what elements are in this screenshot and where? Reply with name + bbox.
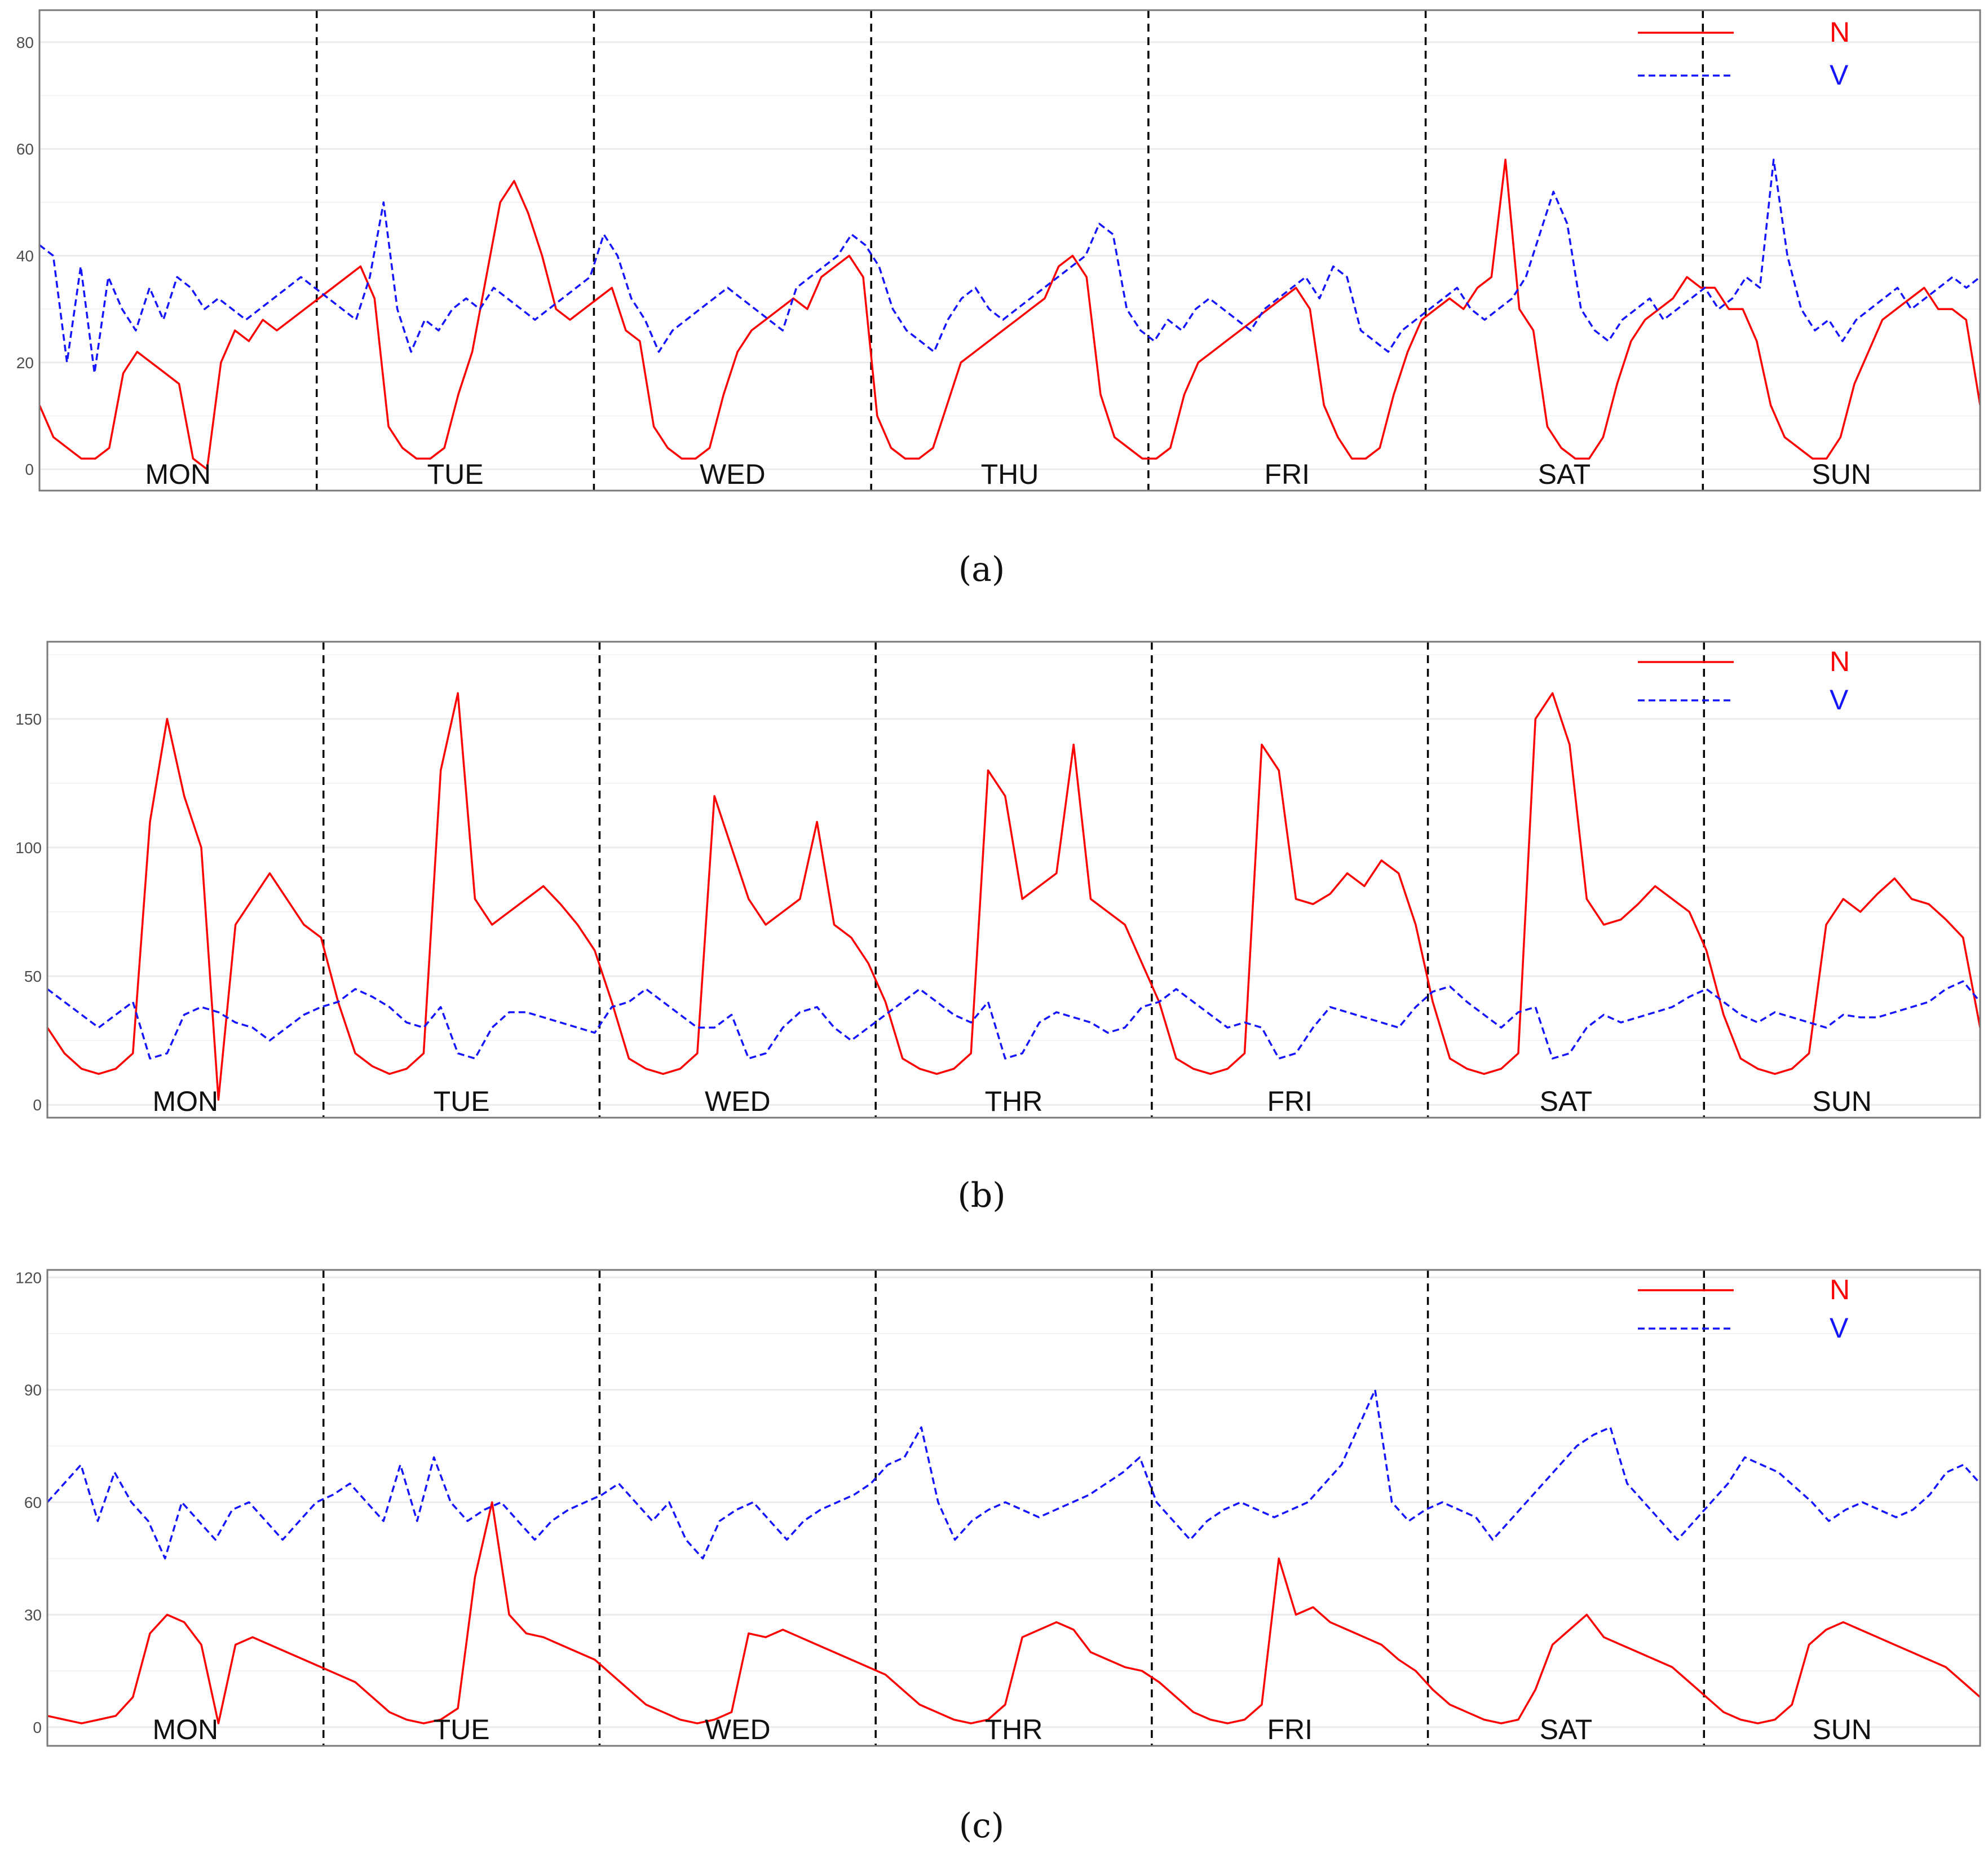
day-label-mon: MON	[153, 1714, 219, 1745]
y-tick-label: 90	[24, 1382, 42, 1399]
panel-a-legend-v-label: V	[1830, 59, 1849, 91]
y-tick-label: 30	[24, 1606, 42, 1623]
day-label-wed: WED	[700, 458, 766, 490]
panel-c-series	[46, 1388, 1981, 1724]
panel-a-y-ticks: 0 20 40 60 80	[16, 34, 34, 478]
panel-b: 0 50 100 150 MON TUE WED THR FRI SAT SUN N V (b)	[15, 641, 1981, 1215]
y-tick-label: 50	[24, 968, 42, 985]
day-label-sun: SUN	[1812, 1086, 1872, 1117]
day-label-tue: TUE	[427, 458, 484, 490]
panel-b-series-v-line	[46, 980, 1981, 1060]
panel-b-legend-v-label: V	[1830, 684, 1849, 716]
day-label-fri: FRI	[1267, 1714, 1313, 1745]
panel-c: 0 30 60 90 120 MON TUE WED THR FRI SAT SUN N V (c)	[15, 1269, 1981, 1846]
panel-b-y-ticks: 0 50 100 150	[15, 711, 42, 1114]
y-tick-label: 20	[16, 354, 34, 372]
panel-a-legend-n-label: N	[1830, 16, 1850, 48]
y-tick-label: 60	[24, 1494, 42, 1511]
panel-c-frame	[46, 1269, 1981, 1747]
panel-c-y-ticks: 0 30 60 90 120	[15, 1269, 42, 1736]
panel-a-gridlines	[39, 41, 1980, 470]
day-label-thr: THR	[985, 1714, 1043, 1745]
panel-a-caption: (a)	[958, 550, 1005, 589]
day-label-fri: FRI	[1267, 1086, 1313, 1117]
panel-c-legend: N V	[1638, 1274, 1850, 1344]
panel-c-series-v-line	[46, 1388, 1981, 1560]
panel-b-frame	[46, 641, 1981, 1119]
panel-b-series-n-line	[46, 692, 1981, 1101]
y-tick-label: 0	[25, 461, 34, 478]
y-tick-label: 100	[15, 839, 42, 857]
y-tick-label: 60	[16, 140, 34, 158]
panel-b-caption: (b)	[957, 1176, 1005, 1215]
y-tick-label: 0	[33, 1096, 42, 1114]
day-label-tue: TUE	[434, 1714, 490, 1745]
day-label-sat: SAT	[1540, 1714, 1593, 1745]
panel-a-series-n-line	[38, 158, 1981, 470]
day-label-thr: THR	[985, 1086, 1043, 1117]
day-label-mon: MON	[145, 458, 211, 490]
day-label-mon: MON	[153, 1086, 219, 1117]
y-tick-label: 40	[16, 247, 34, 264]
day-label-wed: WED	[705, 1086, 771, 1117]
panel-c-legend-v-label: V	[1830, 1312, 1849, 1344]
day-label-sat: SAT	[1540, 1086, 1593, 1117]
panel-c-legend-n-label: N	[1830, 1274, 1850, 1305]
panel-b-day-labels: MON TUE WED THR FRI SAT SUN	[153, 1086, 1872, 1117]
panel-a-frame	[38, 9, 1981, 492]
y-tick-label: 120	[15, 1269, 42, 1286]
day-label-thu: THU	[981, 458, 1039, 490]
panel-a-day-labels: MON TUE WED THU FRI SAT SUN	[145, 458, 1871, 490]
panel-a-day-separators	[315, 10, 1704, 491]
panel-a-series	[38, 158, 1981, 470]
day-label-sun: SUN	[1812, 458, 1871, 490]
y-tick-label: 0	[33, 1719, 42, 1736]
panel-b-day-separators	[322, 642, 1706, 1118]
panel-b-gridlines	[47, 654, 1980, 1106]
day-label-sat: SAT	[1538, 458, 1591, 490]
panel-a-series-v-line	[38, 158, 1981, 374]
day-label-wed: WED	[705, 1714, 771, 1745]
panel-a-legend: N V	[1638, 16, 1850, 91]
day-label-sun: SUN	[1812, 1714, 1872, 1745]
day-label-fri: FRI	[1264, 458, 1310, 490]
panel-c-gridlines	[47, 1276, 1980, 1728]
day-label-tue: TUE	[434, 1086, 490, 1117]
y-tick-label: 80	[16, 34, 34, 51]
panel-b-legend: N V	[1638, 646, 1850, 716]
panel-c-day-labels: MON TUE WED THR FRI SAT SUN	[153, 1714, 1872, 1745]
panel-c-series-n-line	[47, 1501, 1981, 1724]
panel-b-legend-n-label: N	[1830, 646, 1850, 677]
panel-b-series	[46, 692, 1981, 1101]
y-tick-label: 150	[15, 711, 42, 728]
panel-c-caption: (c)	[959, 1806, 1004, 1846]
